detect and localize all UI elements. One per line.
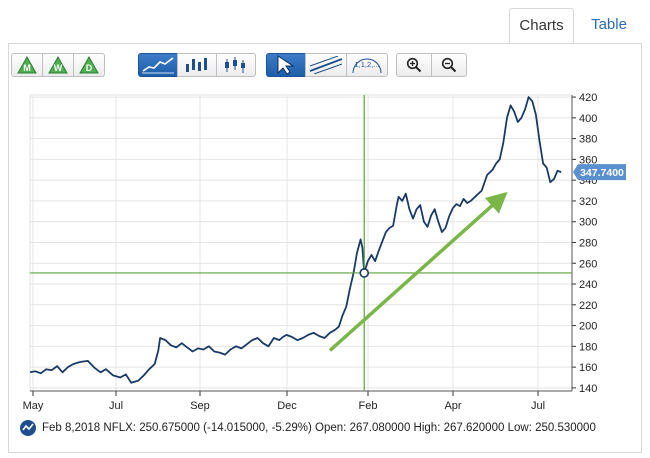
period-button-group: M W D	[11, 53, 105, 77]
view-tabs: Charts Table	[0, 0, 650, 44]
tab-table[interactable]: Table	[591, 16, 627, 33]
line-chart-icon	[142, 57, 174, 74]
status-low: 250.530000	[535, 422, 596, 434]
status-high: 267.620000	[443, 422, 505, 434]
zoom-in-icon	[406, 57, 422, 73]
green-triangle-icon	[79, 56, 99, 74]
status-open: 267.080000	[349, 422, 411, 434]
candlestick-button[interactable]	[216, 53, 256, 77]
status-low-label: Low:	[507, 422, 532, 434]
fibonacci-label: 1,1,2,...	[354, 60, 379, 69]
zoom-out-button[interactable]	[431, 53, 467, 77]
chart-type-group	[138, 53, 256, 77]
zoom-group	[396, 53, 467, 77]
green-triangle-icon	[48, 56, 68, 74]
daily-button[interactable]: D	[73, 53, 105, 77]
drawing-tools-group: 1,1,2,...	[266, 53, 388, 77]
status-bar: Feb 8,2018 NFLX: 250.675000 (-14.015000,…	[20, 418, 596, 438]
trendline-tool-button[interactable]	[305, 53, 347, 77]
green-triangle-icon	[17, 56, 37, 74]
bar-chart-icon	[186, 58, 207, 72]
zoom-out-icon	[441, 57, 457, 73]
zoom-in-button[interactable]	[396, 53, 432, 77]
fibonacci-tool-button[interactable]: 1,1,2,...	[346, 53, 388, 77]
tab-charts[interactable]: Charts	[509, 8, 574, 44]
pointer-arrow-icon	[277, 55, 295, 75]
pointer-tool-button[interactable]	[266, 53, 306, 77]
candlestick-icon	[225, 57, 245, 73]
fibonacci-icon: 1,1,2,...	[352, 58, 382, 74]
nflx-logo-icon	[20, 420, 36, 436]
daily-label: D	[85, 63, 93, 73]
line-chart-button[interactable]	[138, 53, 178, 77]
bar-chart-button[interactable]	[177, 53, 217, 77]
monthly-button[interactable]: M	[11, 53, 43, 77]
status-date: Feb 8,2018	[42, 422, 101, 434]
status-open-label: Open:	[315, 422, 347, 434]
chart-panel	[8, 43, 642, 453]
monthly-label: M	[23, 63, 31, 73]
status-change: (-14.015000, -5.29%)	[203, 422, 312, 434]
status-close: 250.675000	[139, 422, 200, 434]
status-high-label: High:	[413, 422, 441, 434]
trendline-icon	[309, 56, 343, 74]
weekly-button[interactable]: W	[42, 53, 74, 77]
weekly-label: W	[53, 63, 63, 73]
status-symbol: NFLX:	[103, 422, 136, 434]
